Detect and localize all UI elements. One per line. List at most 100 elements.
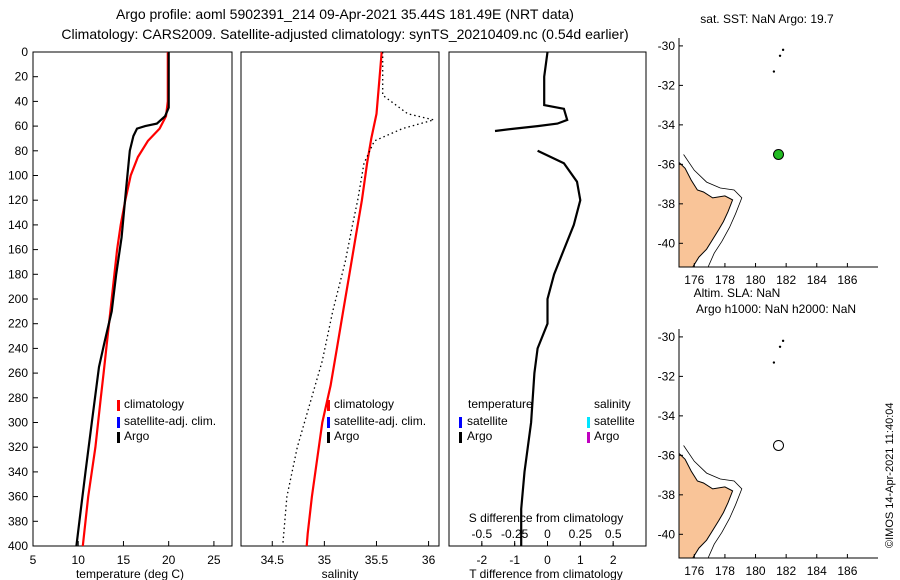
legend-climatology: climatology: [334, 397, 394, 411]
x-tick-label: 35: [318, 553, 332, 567]
series-argo-t-difference-deep-: [520, 149, 582, 546]
lat-tick-label: -30: [658, 39, 676, 53]
y-tick-label: 100: [8, 169, 28, 183]
y-tick-label: 80: [15, 144, 29, 158]
x-tick-label: 20: [162, 553, 176, 567]
lat-tick-label: -38: [658, 197, 676, 211]
difference-panel: -2 -1 0 1 2 temperature satellite Argo salin…: [448, 51, 647, 580]
lat-tick-label: -40: [658, 236, 676, 250]
x-tick-label: 25: [207, 553, 221, 567]
legend-swatch-satellite-adj: [117, 417, 120, 428]
y-tick-label: 140: [8, 218, 28, 232]
lon-tick-label: 178: [715, 564, 735, 578]
lat-tick-label: -40: [658, 527, 676, 541]
salinity-xlabel: salinity: [322, 567, 359, 580]
legend-satellite-adj: satellite-adj. clim.: [124, 414, 216, 428]
x-tick-label: 5: [30, 553, 37, 567]
imos-credit: ©IMOS 14-Apr-2021 11:40:04: [884, 403, 896, 548]
legend-argo: Argo: [334, 429, 360, 443]
salinity-ticks: 34.5 35 35.5 36: [261, 541, 436, 567]
salinity-axes-frame: [240, 51, 440, 547]
title-line-1: Argo profile: aoml 5902391_214 09-Apr-20…: [116, 6, 574, 22]
legend-s-satellite: satellite: [594, 414, 635, 428]
x-tick-label: -1: [509, 553, 520, 567]
bathymetry-contour: [683, 154, 743, 268]
lon-tick-label: 186: [837, 273, 857, 287]
y-tick-label: 360: [8, 490, 28, 504]
lat-tick-label: -38: [658, 488, 676, 502]
lat-tick-label: -32: [658, 78, 676, 92]
lon-tick-label: 184: [807, 564, 827, 578]
temperature-profiles: [75, 52, 170, 547]
island-marker: [778, 54, 782, 57]
legend-swatch-argo: [117, 432, 120, 443]
legend-swatch-t-argo: [459, 432, 462, 443]
legend-swatch-s-satellite: [587, 417, 590, 428]
x-tick-label: 1: [577, 553, 584, 567]
legend-swatch-argo: [327, 432, 330, 443]
island-marker: [778, 345, 782, 348]
argo-float-marker: [773, 148, 784, 160]
sla-map-subtitle: Argo h1000: NaN h2000: NaN: [696, 302, 856, 316]
y-tick-label: 340: [8, 465, 28, 479]
y-tick-label: 40: [15, 94, 29, 108]
s-difference-label: S difference from climatology: [469, 511, 624, 525]
island-marker: [781, 48, 785, 52]
x-tick-label: 15: [117, 553, 131, 567]
y-tick-label: 20: [15, 70, 29, 84]
t-difference-legend: temperature satellite Argo: [459, 397, 533, 443]
legend-satellite-adj: satellite-adj. clim.: [334, 414, 426, 428]
y-tick-label: 220: [8, 317, 28, 331]
x-tick-label: 36: [422, 553, 436, 567]
legend-swatch-satellite-adj: [327, 417, 330, 428]
s-tick-label: -0.5: [471, 527, 492, 541]
y-tick-label: 260: [8, 366, 28, 380]
s-tick-label: -0.25: [501, 527, 529, 541]
sla-map-panel: Altim. SLA: NaN Argo h1000: NaN h2000: N…: [658, 286, 878, 578]
series-climatology: [81, 52, 169, 547]
x-tick-label: 35.5: [365, 553, 389, 567]
temperature-axes-frame: [32, 51, 233, 547]
x-tick-label: 10: [72, 553, 86, 567]
sst-map-title: sat. SST: NaN Argo: 19.7: [700, 12, 834, 26]
t-difference-xlabel: T difference from climatology: [469, 567, 623, 580]
salinity-profiles: [282, 51, 434, 547]
s-tick-label: 0: [544, 527, 551, 541]
lon-tick-label: 184: [807, 273, 827, 287]
land-mass: [678, 161, 734, 268]
legend-s-argo: Argo: [594, 429, 620, 443]
salinity-panel: 34.5 35 35.5 36 salinity climatology satell…: [240, 51, 440, 580]
sst-map: -30 -32 -34 -36 -38 -40 176 178 180 182 184 186: [658, 38, 878, 287]
island-marker: [781, 339, 785, 343]
lon-tick-label: 182: [776, 273, 796, 287]
s-tick-label: 0.25: [569, 527, 593, 541]
lon-tick-label: 182: [776, 564, 796, 578]
title-line-2: Climatology: CARS2009. Satellite-adjuste…: [61, 26, 628, 42]
t-difference-ticks: -2 -1 0 1 2: [476, 541, 617, 567]
island-marker: [772, 70, 776, 73]
lon-tick-label: 186: [837, 564, 857, 578]
y-tick-label: 240: [8, 341, 28, 355]
sla-map-title: Altim. SLA: NaN: [694, 286, 781, 300]
depth-ticks: 0 20 40 60 80 100 120 140 160 180 200 220 240 260 280 3…: [8, 45, 38, 553]
temperature-legend: climatology satellite-adj. clim. Argo: [117, 397, 216, 443]
lon-tick-label: 180: [746, 564, 766, 578]
sla-map: -30 -32 -34 -36 -38 -40 176 178 180 182 184 186: [658, 329, 878, 578]
legend-t-satellite: satellite: [467, 414, 508, 428]
legend-argo: Argo: [124, 429, 150, 443]
s-tick-label: 0.5: [605, 527, 622, 541]
sst-map-panel: sat. SST: NaN Argo: 19.7 -30 -32 -34 -36 -38…: [658, 12, 878, 287]
lon-tick-label: 180: [746, 273, 766, 287]
temperature-ticks: 5 10 15 20 25: [30, 541, 221, 567]
lat-tick-label: -36: [658, 157, 676, 171]
difference-profiles: [494, 51, 582, 546]
legend-swatch-climatology: [117, 400, 120, 411]
lat-tick-label: -30: [658, 330, 676, 344]
y-tick-label: 60: [15, 119, 29, 133]
y-tick-label: 180: [8, 267, 28, 281]
y-tick-label: 120: [8, 193, 28, 207]
legend-t-argo: Argo: [467, 429, 493, 443]
lat-tick-label: -36: [658, 448, 676, 462]
lat-tick-label: -32: [658, 369, 676, 383]
y-tick-label: 380: [8, 514, 28, 528]
